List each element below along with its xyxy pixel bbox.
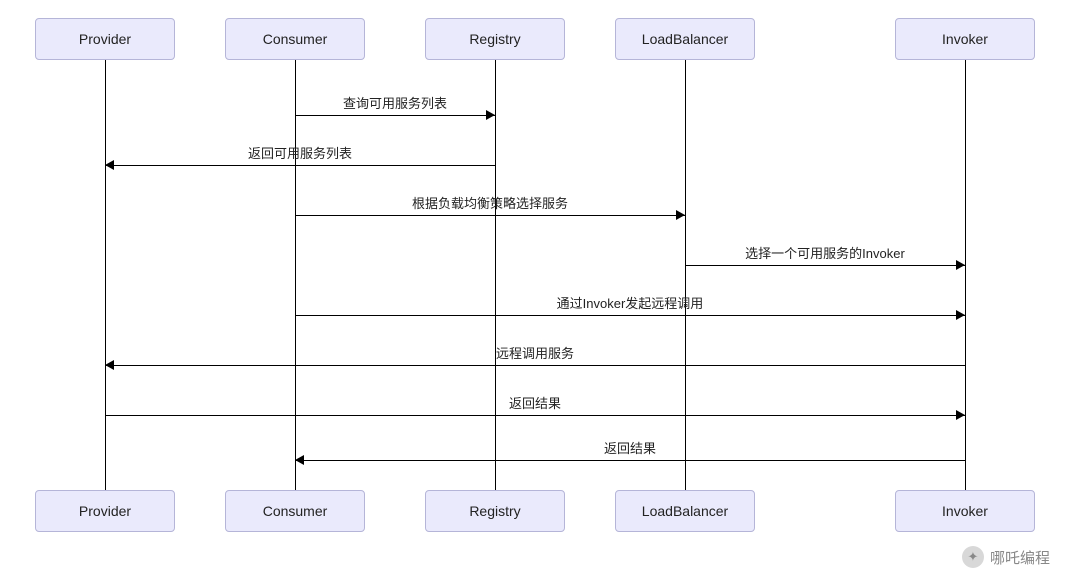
participant-consumer-bottom: Consumer: [225, 490, 365, 532]
participant-consumer-top: Consumer: [225, 18, 365, 60]
participant-loadbalancer-top: LoadBalancer: [615, 18, 755, 60]
message-line-5: [105, 365, 965, 366]
message-line-0: [295, 115, 495, 116]
participant-provider-bottom: Provider: [35, 490, 175, 532]
wechat-icon: ✦: [962, 546, 984, 568]
lifeline-loadbalancer: [685, 60, 686, 490]
message-line-7: [295, 460, 965, 461]
message-label-7: 返回结果: [295, 438, 965, 457]
message-label-4: 通过Invoker发起远程调用: [295, 293, 965, 312]
message-line-3: [685, 265, 965, 266]
message-line-1: [105, 165, 495, 166]
participant-registry-top: Registry: [425, 18, 565, 60]
participant-registry-bottom: Registry: [425, 490, 565, 532]
message-label-1: 返回可用服务列表: [105, 143, 495, 162]
lifeline-consumer: [295, 60, 296, 490]
message-label-5: 远程调用服务: [105, 343, 965, 362]
message-label-3: 选择一个可用服务的Invoker: [685, 243, 965, 262]
message-line-6: [105, 415, 965, 416]
message-line-2: [295, 215, 685, 216]
watermark: ✦ 哪吒编程: [962, 546, 1050, 568]
message-label-2: 根据负载均衡策略选择服务: [295, 193, 685, 212]
lifeline-invoker: [965, 60, 966, 490]
message-label-0: 查询可用服务列表: [295, 93, 495, 112]
watermark-text: 哪吒编程: [990, 547, 1050, 568]
participant-invoker-bottom: Invoker: [895, 490, 1035, 532]
participant-invoker-top: Invoker: [895, 18, 1035, 60]
lifeline-registry: [495, 60, 496, 490]
message-label-6: 返回结果: [105, 393, 965, 412]
lifeline-provider: [105, 60, 106, 490]
participant-loadbalancer-bottom: LoadBalancer: [615, 490, 755, 532]
message-line-4: [295, 315, 965, 316]
participant-provider-top: Provider: [35, 18, 175, 60]
